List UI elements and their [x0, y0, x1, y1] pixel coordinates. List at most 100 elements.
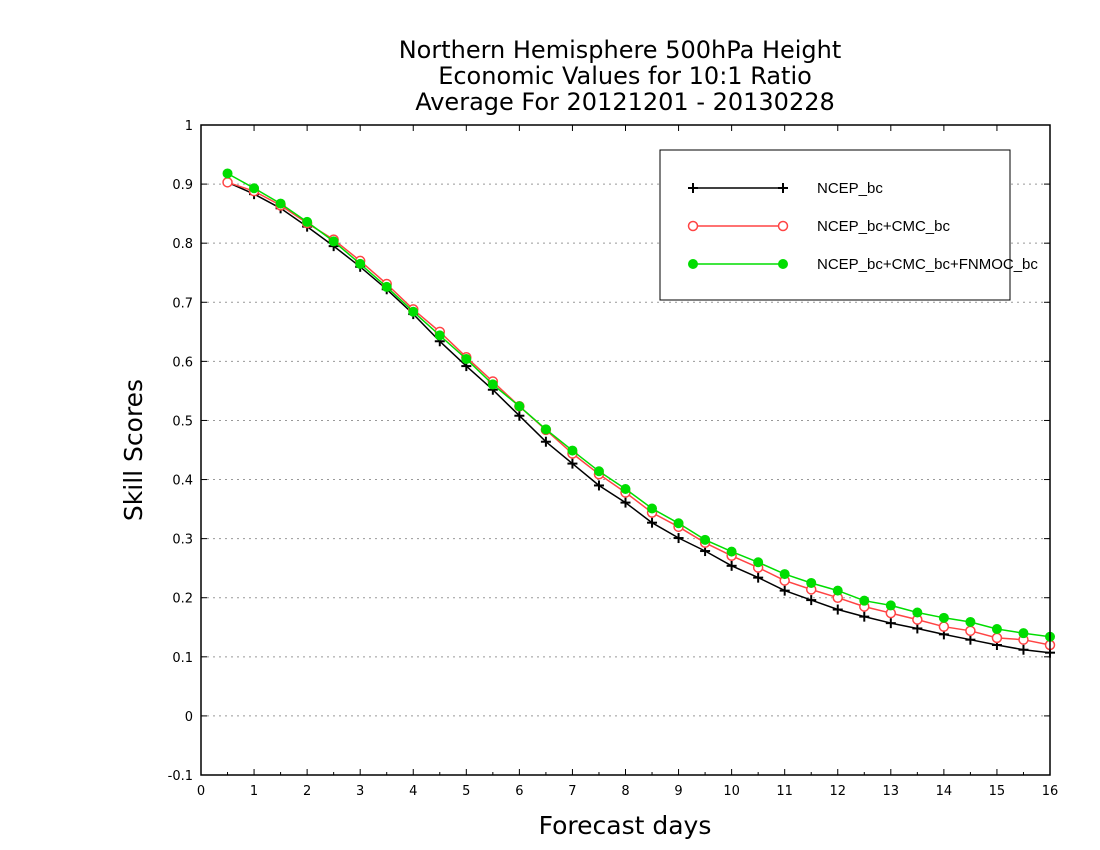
data-point [540, 424, 551, 435]
y-tick-label: 0.3 [172, 533, 193, 548]
data-point [381, 281, 392, 292]
x-tick-label: 6 [515, 784, 523, 799]
y-tick-label: 0.2 [172, 592, 193, 607]
y-tick-label: 0.4 [172, 474, 193, 489]
data-point [302, 216, 313, 227]
data-point [647, 503, 658, 514]
data-point [938, 621, 950, 632]
x-tick-label: 13 [883, 784, 900, 799]
legend-label: NCEP_bc+CMC_bc [817, 218, 950, 235]
data-point [620, 484, 631, 494]
legend-item: NCEP_bc+CMC_bc [687, 218, 950, 235]
series-layer [222, 168, 1056, 658]
y-axis-label: Skill Scores [119, 379, 148, 521]
data-point [688, 183, 698, 193]
y-tick-label: 1 [185, 119, 193, 134]
data-point [965, 634, 976, 645]
x-tick-label: 15 [989, 784, 1006, 799]
data-point [514, 401, 525, 412]
x-tick-label: 0 [197, 784, 205, 799]
data-point [673, 533, 684, 544]
x-tick-label: 8 [621, 784, 629, 799]
data-point [275, 198, 286, 209]
x-tick-label: 4 [409, 784, 417, 799]
data-point [991, 624, 1002, 635]
data-point [859, 595, 870, 606]
data-point [778, 259, 788, 269]
data-point [673, 518, 684, 529]
data-point [540, 436, 551, 447]
data-point [885, 600, 896, 611]
x-tick-label: 14 [936, 784, 953, 799]
data-point [222, 168, 233, 179]
data-point [249, 183, 260, 194]
data-point [938, 612, 949, 623]
data-point [514, 410, 525, 421]
x-tick-label: 16 [1042, 784, 1059, 799]
data-point [806, 595, 817, 606]
legend: NCEP_bc NCEP_bc+CMC_bc NCEP_bc+CMC_bc+FNMO… [659, 149, 1038, 301]
data-point [355, 258, 366, 269]
chart-title-line-2: Economic Values for 10:1 Ratio [438, 62, 812, 90]
data-point [567, 458, 578, 469]
data-point [222, 177, 233, 188]
legend-label: NCEP_bc+CMC_bc+FNMOC_bc [817, 256, 1038, 273]
x-tick-label: 5 [462, 784, 470, 799]
legend-box [659, 149, 1011, 301]
x-tick-label: 10 [723, 784, 740, 799]
y-tick-label: 0 [185, 710, 193, 725]
data-point [1018, 644, 1029, 655]
chart-title-line-1: Northern Hemisphere 500hPa Height [399, 36, 842, 64]
data-point [912, 607, 923, 618]
data-point [593, 480, 604, 491]
data-point [859, 611, 870, 622]
data-point [832, 585, 843, 596]
data-point [726, 546, 737, 557]
legend-item: NCEP_bc [688, 180, 883, 197]
data-point [779, 569, 790, 580]
chart-title-line-3: Average For 20121201 - 20130228 [415, 88, 835, 116]
data-point [434, 330, 445, 341]
data-point [1018, 628, 1029, 639]
data-point [777, 220, 789, 232]
y-tick-label: 0.1 [172, 651, 193, 666]
data-point [779, 585, 790, 596]
data-point [885, 618, 896, 629]
data-point [688, 259, 698, 269]
data-point [328, 236, 339, 247]
x-tick-label: 12 [829, 784, 846, 799]
y-tick-label: 0.6 [172, 355, 193, 370]
legend-item: NCEP_bc+CMC_bc+FNMOC_bc [688, 256, 1038, 273]
data-point [567, 445, 578, 456]
x-tick-label: 1 [250, 784, 258, 799]
data-point [620, 497, 631, 508]
data-point [965, 625, 976, 637]
data-point [461, 354, 472, 364]
y-tick-label: -0.1 [168, 769, 193, 784]
data-point [593, 466, 604, 477]
x-axis: 0 1 2 3 4 5 6 7 8 9 10 11 12 13 14 15 16 [197, 125, 1058, 799]
data-point [753, 572, 764, 583]
x-tick-label: 7 [568, 784, 576, 799]
x-tick-label: 11 [776, 784, 793, 799]
data-point [647, 517, 658, 528]
y-tick-label: 0.7 [172, 296, 193, 311]
y-axis: -0.1 0 0.1 0.2 0.3 0.4 0.5 0.6 0.7 0.8 0.9 1 [168, 119, 1050, 784]
y-tick-label: 0.5 [172, 414, 193, 429]
data-point [991, 632, 1003, 644]
series-3 [222, 168, 1055, 642]
data-point [687, 220, 699, 232]
chart-title: Northern Hemisphere 500hPa Height Econom… [399, 36, 842, 116]
data-point [753, 557, 764, 568]
data-point [965, 616, 976, 627]
x-tick-label: 9 [674, 784, 682, 799]
y-tick-label: 0.9 [172, 178, 193, 193]
x-axis-label: Forecast days [539, 811, 712, 840]
data-point [726, 560, 737, 571]
x-tick-label: 3 [356, 784, 364, 799]
legend-label: NCEP_bc [817, 180, 883, 197]
y-tick-label: 0.8 [172, 237, 193, 252]
data-point [700, 534, 711, 545]
data-point [487, 379, 498, 390]
